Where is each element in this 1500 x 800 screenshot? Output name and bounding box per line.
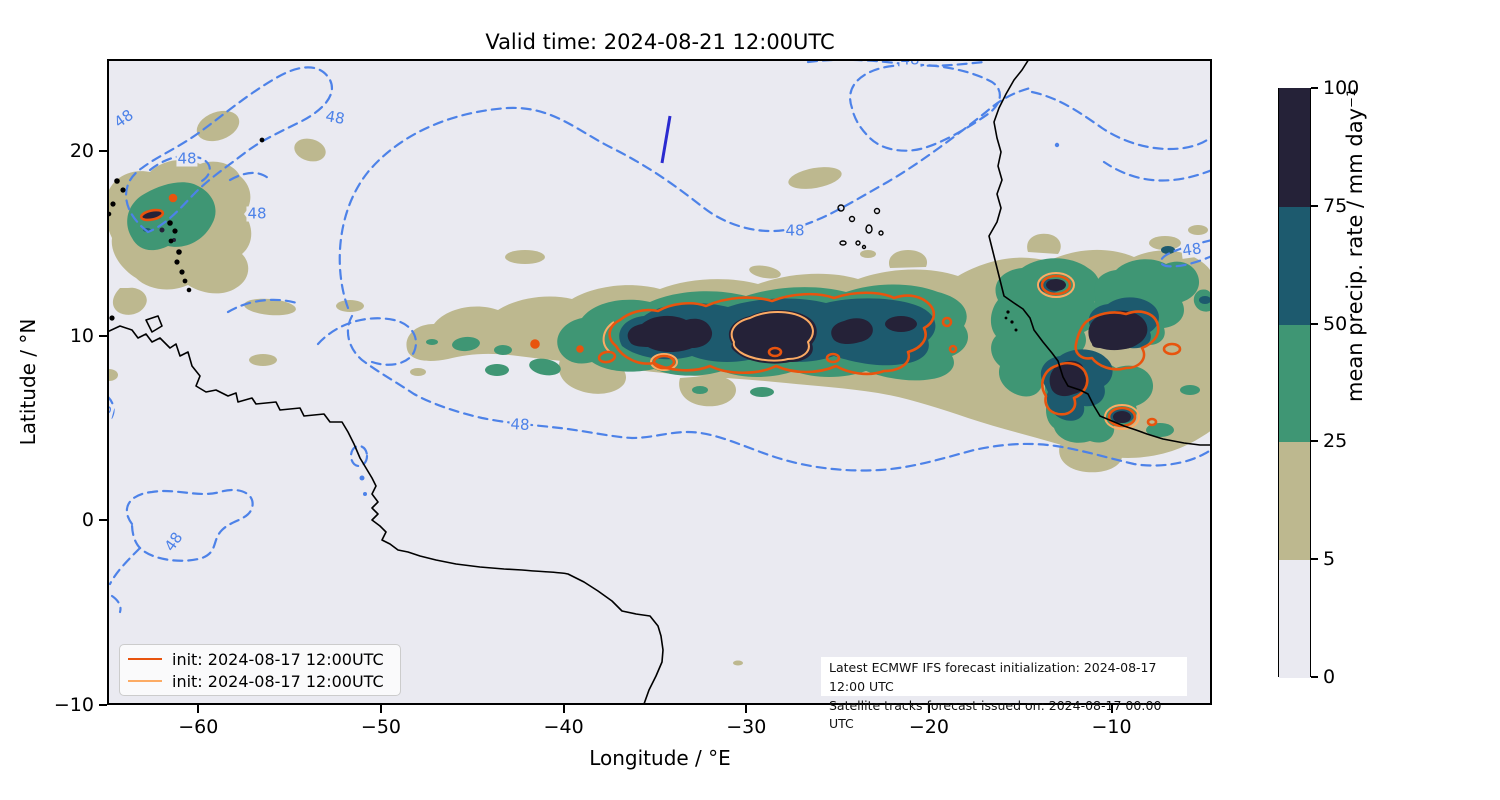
legend-line-sample bbox=[128, 658, 162, 660]
colorbar-segment bbox=[1279, 205, 1310, 325]
annotation-line-2: Satellite tracks forecast issued on: 202… bbox=[829, 697, 1162, 732]
contour-48-label: 48 bbox=[176, 149, 198, 168]
contour-48-label: 48 bbox=[899, 61, 921, 68]
guinea-islets bbox=[1004, 310, 1018, 332]
map-svg bbox=[109, 61, 1210, 703]
y-tick-mark bbox=[99, 704, 107, 706]
contour-init-light-orange bbox=[602, 272, 1140, 430]
x-tick-label: −50 bbox=[360, 716, 402, 738]
x-tick-mark bbox=[1110, 705, 1113, 713]
annotation-box: Latest ECMWF IFS forecast initialization… bbox=[821, 657, 1187, 731]
contour-48-label: 48 bbox=[1180, 239, 1204, 260]
legend-entry-label: init: 2024-08-17 12:00UTC bbox=[172, 671, 384, 691]
colorbar-tick-label: 50 bbox=[1323, 312, 1348, 335]
contour-48-label: 48 bbox=[246, 204, 268, 223]
legend-entry: init: 2024-08-17 12:00UTC bbox=[128, 672, 392, 691]
colorbar-segment bbox=[1279, 323, 1310, 443]
colorbar-tick-mark bbox=[1311, 558, 1318, 561]
y-tick-mark bbox=[99, 519, 107, 522]
contour-48-label: 48 bbox=[784, 221, 806, 240]
x-axis-label: Longitude / °E bbox=[589, 746, 731, 770]
precip-fill-navy bbox=[142, 210, 1148, 423]
colorbar-tick-mark bbox=[1311, 440, 1318, 443]
colorbar-tick-mark bbox=[1311, 676, 1318, 678]
cape-verde-islands bbox=[837, 204, 884, 250]
colorbar-tick-label: 0 bbox=[1323, 666, 1336, 688]
colorbar-tick-mark bbox=[1311, 322, 1318, 325]
map-plot: 48 48 48 48 48 48 48 48 48 48 bbox=[107, 59, 1212, 705]
y-tick-label: 10 bbox=[69, 324, 94, 347]
colorbar-segment bbox=[1279, 441, 1310, 561]
figure-title: Valid time: 2024-08-21 12:00UTC bbox=[485, 30, 835, 54]
colorbar-label: mean precip. rate / mm day⁻¹ bbox=[1343, 88, 1367, 402]
legend-entry: init: 2024-08-17 12:00UTC bbox=[128, 650, 392, 669]
satellite-track-line bbox=[660, 115, 672, 164]
y-tick-mark bbox=[99, 334, 107, 337]
x-tick-mark bbox=[379, 705, 382, 713]
y-tick-label: −10 bbox=[53, 694, 94, 716]
x-tick-mark bbox=[927, 705, 930, 713]
colorbar-tick-label: 100 bbox=[1323, 77, 1360, 99]
coastlines bbox=[109, 61, 1210, 703]
x-tick-label: −60 bbox=[178, 716, 219, 738]
y-tick-label: 0 bbox=[81, 509, 94, 532]
y-tick-mark bbox=[99, 150, 107, 153]
y-axis-label: Latitude / °N bbox=[16, 318, 40, 446]
x-tick-mark bbox=[197, 705, 200, 713]
contour-48-label: 48 bbox=[323, 106, 347, 129]
legend-line-sample bbox=[128, 680, 162, 682]
annotation-line-1: Latest ECMWF IFS forecast initialization… bbox=[829, 660, 1157, 694]
x-tick-label: −30 bbox=[726, 716, 767, 738]
x-tick-label: −20 bbox=[908, 716, 949, 738]
colorbar-tick-label: 75 bbox=[1323, 194, 1348, 217]
x-tick-label: −10 bbox=[1091, 716, 1132, 738]
y-tick-label: 20 bbox=[69, 140, 94, 163]
x-tick-label: −40 bbox=[543, 716, 584, 738]
colorbar-tick-label: 25 bbox=[1323, 430, 1348, 453]
antilles-islands bbox=[109, 137, 265, 321]
contour-48-label: 48 bbox=[509, 415, 531, 434]
colorbar-tick-mark bbox=[1311, 204, 1318, 207]
legend-entry-label: init: 2024-08-17 12:00UTC bbox=[172, 649, 384, 669]
x-tick-mark bbox=[745, 705, 748, 713]
x-tick-mark bbox=[562, 705, 565, 713]
legend-box: init: 2024-08-17 12:00UTC init: 2024-08-1… bbox=[119, 644, 401, 696]
colorbar-tick-mark bbox=[1311, 87, 1318, 89]
colorbar-tick-label: 5 bbox=[1323, 548, 1336, 571]
colorbar-segment bbox=[1279, 88, 1310, 207]
colorbar bbox=[1278, 88, 1311, 678]
colorbar-segment bbox=[1279, 559, 1310, 678]
contour-init-orangered bbox=[139, 193, 1182, 428]
